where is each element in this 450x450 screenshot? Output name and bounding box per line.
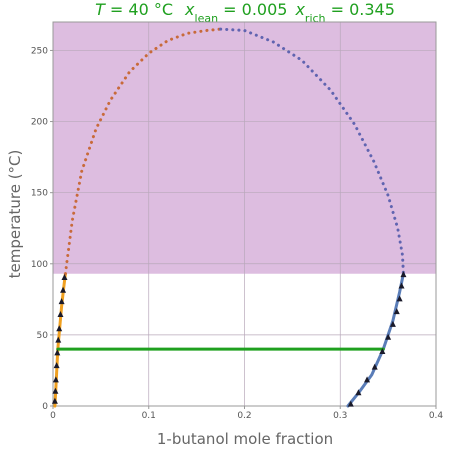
data-marker: [355, 389, 362, 396]
title-xrich-sub: rich: [305, 12, 326, 25]
lean-branch-dotted: [63, 27, 223, 276]
x-tick-label: 0.2: [237, 411, 251, 421]
data-marker: [61, 274, 68, 280]
data-marker: [51, 397, 58, 404]
data-marker: [379, 347, 386, 354]
x-tick-label: 0: [50, 411, 56, 421]
data-marker: [56, 325, 63, 332]
y-axis-label: temperature (°C): [6, 150, 24, 279]
data-marker: [57, 310, 64, 317]
y-tick-label: 100: [31, 260, 48, 270]
data-marker: [393, 308, 400, 315]
data-marker: [364, 376, 371, 383]
chart-title: T = 40 °C xlean = 0.005 xrich = 0.345: [95, 0, 395, 25]
data-marker: [53, 362, 60, 369]
data-marker: [52, 376, 59, 383]
data-marker: [52, 387, 59, 394]
data-marker: [54, 349, 61, 356]
y-tick-label: 200: [31, 118, 48, 128]
rich-branch-dotted: [219, 27, 405, 276]
x-axis-label: 1-butanol mole fraction: [157, 430, 333, 448]
data-marker: [60, 286, 67, 293]
data-marker: [389, 320, 396, 327]
title-temperature-var: T: [95, 0, 106, 19]
title-xrich-var: x: [294, 0, 305, 19]
lean-branch-solid: [53, 272, 67, 408]
plot-area: 0 0.1 0.2 0.3 0.4 0 50 100 150 200 250: [31, 21, 444, 421]
rich-branch-solid: [346, 272, 405, 408]
title-xlean-value: = 0.005: [218, 0, 287, 19]
data-marker: [371, 363, 378, 370]
y-tick-label: 150: [31, 189, 48, 199]
data-marker: [400, 271, 407, 278]
x-tick-label: 0.1: [142, 411, 156, 421]
title-xlean-sub: lean: [195, 12, 219, 25]
title-temperature-value: = 40 °C: [105, 0, 173, 19]
y-tick-label: 0: [42, 402, 48, 412]
data-marker: [58, 298, 65, 305]
data-marker: [385, 333, 392, 340]
y-tick-label: 250: [31, 46, 48, 56]
data-marker: [396, 295, 403, 302]
y-tick-label: 50: [37, 331, 49, 341]
data-marker: [398, 282, 405, 289]
title-xrich-value: = 0.345: [326, 0, 395, 19]
x-tick-label: 0.3: [333, 411, 347, 421]
data-marker: [55, 336, 62, 343]
data-marker: [347, 400, 354, 407]
title-xlean-var: x: [184, 0, 195, 19]
x-tick-label: 0.4: [429, 411, 444, 421]
